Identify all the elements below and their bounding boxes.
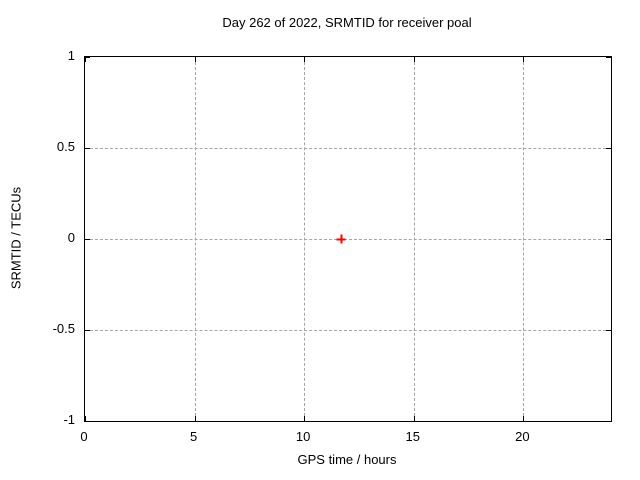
- y-tick-mark: [85, 57, 90, 58]
- y-tick-mark: [85, 421, 90, 422]
- gridline: [85, 148, 611, 149]
- x-tick-mark: [85, 57, 86, 62]
- x-tick-mark: [523, 57, 525, 62]
- gridline: [85, 239, 611, 240]
- x-tick-label: 15: [405, 429, 420, 444]
- x-tick-mark: [85, 416, 86, 421]
- x-tick-mark: [304, 416, 306, 421]
- y-tick-label: 0.5: [56, 139, 75, 154]
- data-point-marker: [336, 234, 346, 244]
- x-tick-mark: [194, 416, 196, 421]
- x-tick-label: 0: [80, 429, 88, 444]
- y-tick-label: -0.5: [52, 321, 75, 336]
- x-axis-label: GPS time / hours: [297, 452, 397, 467]
- x-tick-mark: [194, 57, 196, 62]
- x-tick-mark: [304, 57, 306, 62]
- x-tick-mark: [413, 416, 415, 421]
- y-tick-mark: [85, 239, 90, 240]
- y-tick-mark: [606, 330, 611, 331]
- y-tick-mark: [606, 57, 611, 58]
- y-tick-mark: [85, 330, 90, 331]
- x-tick-mark: [413, 57, 415, 62]
- y-tick-mark: [606, 421, 611, 422]
- y-tick-label: 0: [67, 230, 75, 245]
- y-tick-label: -1: [63, 412, 75, 427]
- gridline: [85, 330, 611, 331]
- y-tick-mark: [85, 148, 90, 149]
- x-tick-label: 10: [295, 429, 311, 444]
- y-tick-mark: [606, 239, 611, 240]
- y-tick-mark: [606, 148, 611, 149]
- y-tick-label: 1: [67, 48, 75, 63]
- x-tick-label: 20: [515, 429, 530, 444]
- plot-area: [84, 56, 612, 422]
- chart-title: Day 262 of 2022, SRMTID for receiver poa…: [222, 15, 472, 30]
- x-tick-label: 5: [189, 429, 198, 444]
- x-tick-mark: [523, 416, 525, 421]
